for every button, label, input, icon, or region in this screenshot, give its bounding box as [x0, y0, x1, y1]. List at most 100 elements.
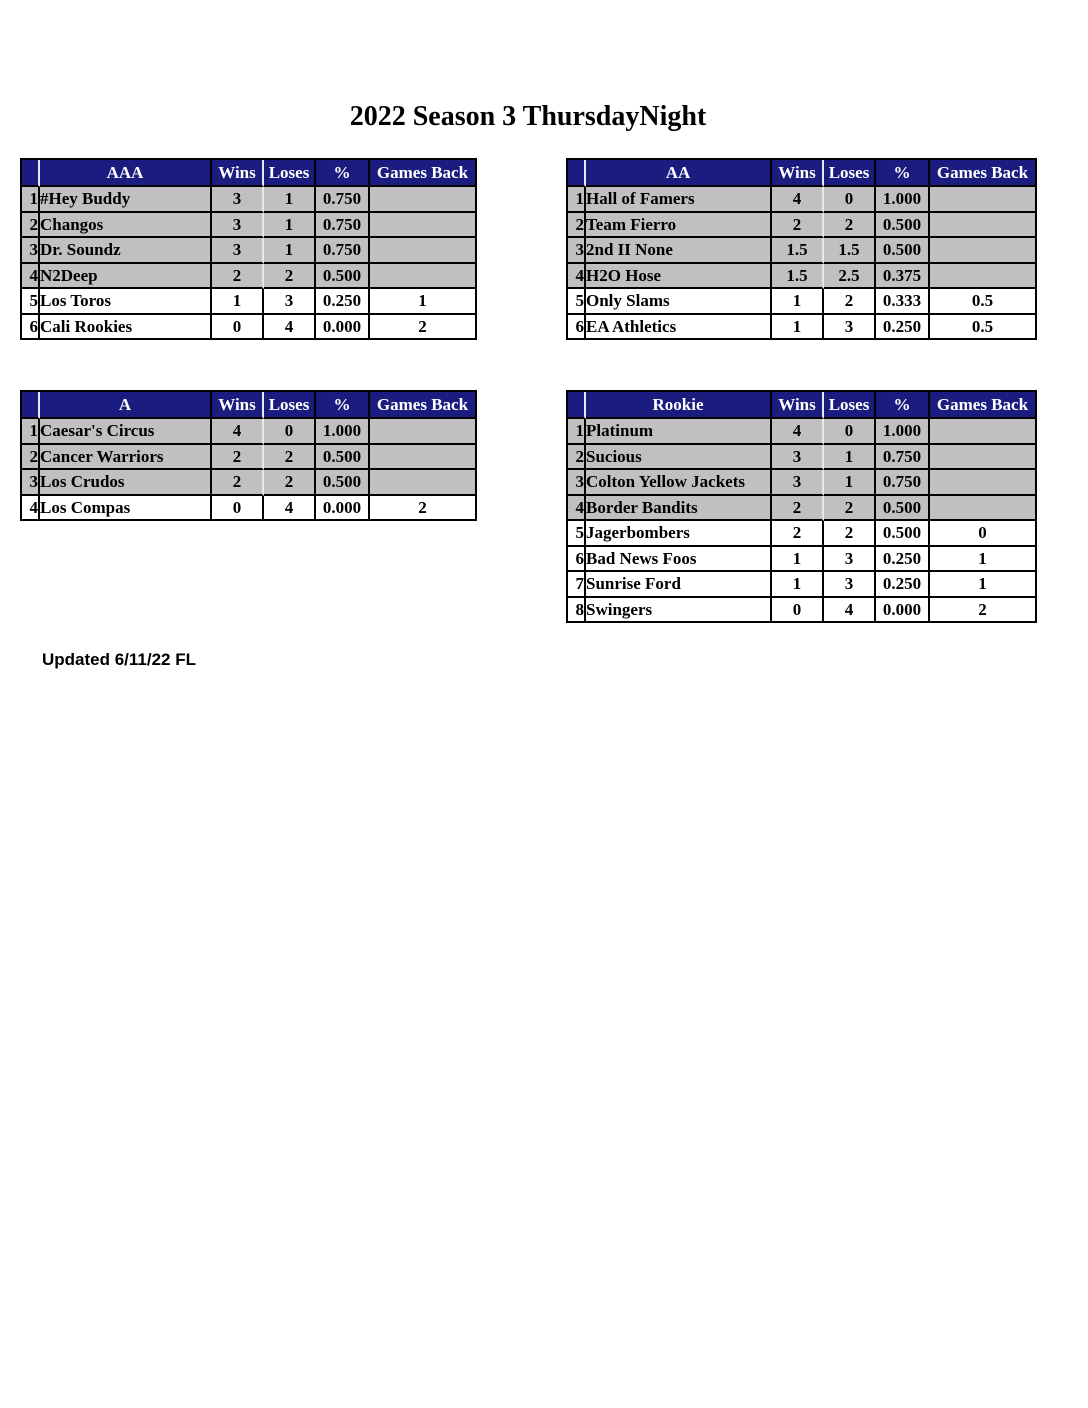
header-row: Rookie Wins Loses% Games Back [568, 392, 1037, 419]
loses-cell: 1 [264, 187, 316, 213]
rank-cell: 5 [568, 289, 586, 315]
rank-cell: 3 [568, 470, 586, 496]
team-row: 6 Bad News Foos 1 3 0.250 1 [568, 546, 1037, 572]
rank-cell: 1 [568, 419, 586, 445]
loses-cell: 3 [824, 572, 876, 598]
standings-section-aaa: AAA Wins Loses% Games Back 1 #Hey Buddy 3 1 0.75… [20, 158, 477, 340]
rank-header-cell [22, 392, 40, 419]
pct-cell: 0.500 [876, 495, 930, 521]
team-name-cell: Sunrise Ford [586, 572, 772, 598]
loses-cell: 2 [824, 521, 876, 547]
pct-cell: 0.500 [876, 521, 930, 547]
loses-cell: 2 [264, 263, 316, 289]
rank-cell: 6 [22, 314, 40, 340]
wins-header-cell: Wins [772, 160, 824, 187]
rank-cell: 4 [22, 495, 40, 521]
pct-cell: 0.500 [316, 263, 370, 289]
wins-cell: 2 [212, 470, 264, 496]
standings-section-rookie: Rookie Wins Loses% Games Back 1 Platinum 4 0 1.0… [566, 390, 1037, 623]
team-row: 1 Caesar's Circus 4 0 1.000 [22, 419, 477, 445]
rank-cell: 1 [22, 187, 40, 213]
team-row: 3 Los Crudos 2 2 0.500 [22, 470, 477, 496]
pct-cell: 0.000 [316, 314, 370, 340]
wins-cell: 0 [772, 597, 824, 623]
pct-cell: 0.250 [316, 289, 370, 315]
pct-cell: 0.250 [876, 314, 930, 340]
wins-cell: 2 [212, 263, 264, 289]
games-back-header-cell: Games Back [930, 160, 1037, 187]
team-name-cell: Platinum [586, 419, 772, 445]
loses-cell: 2 [824, 212, 876, 238]
pct-cell: 0.750 [876, 470, 930, 496]
games-back-cell [930, 212, 1037, 238]
header-row: AAA Wins Loses% Games Back [22, 160, 477, 187]
rank-header-cell [568, 160, 586, 187]
team-name-cell: Cancer Warriors [40, 444, 212, 470]
team-name-cell: Changos [40, 212, 212, 238]
pct-cell: 0.000 [876, 597, 930, 623]
wins-cell: 2 [772, 495, 824, 521]
pct-cell: 0.250 [876, 572, 930, 598]
games-back-cell: 0 [930, 521, 1037, 547]
team-row: 2 Sucious 3 1 0.750 [568, 444, 1037, 470]
team-name-cell: N2Deep [40, 263, 212, 289]
rank-cell: 4 [568, 495, 586, 521]
games-back-cell [370, 187, 477, 213]
team-name-cell: Bad News Foos [586, 546, 772, 572]
team-row: 4 Los Compas 0 4 0.000 2 [22, 495, 477, 521]
team-name-cell: Swingers [586, 597, 772, 623]
rank-cell: 2 [22, 212, 40, 238]
team-name-cell: Los Compas [40, 495, 212, 521]
games-back-cell [930, 238, 1037, 264]
pct-cell: 1.000 [316, 419, 370, 445]
games-back-header-cell: Games Back [930, 392, 1037, 419]
loses-cell: 4 [264, 314, 316, 340]
games-back-cell [930, 495, 1037, 521]
rank-cell: 8 [568, 597, 586, 623]
team-row: 4 N2Deep 2 2 0.500 [22, 263, 477, 289]
team-row: 1 Platinum 4 0 1.000 [568, 419, 1037, 445]
team-name-cell: Los Crudos [40, 470, 212, 496]
team-row: 3 Dr. Soundz 3 1 0.750 [22, 238, 477, 264]
loses-cell: 3 [824, 314, 876, 340]
rank-cell: 4 [568, 263, 586, 289]
team-name-cell: Dr. Soundz [40, 238, 212, 264]
loses-header-cell: Loses [264, 160, 316, 187]
loses-cell: 3 [264, 289, 316, 315]
team-name-cell: 2nd II None [586, 238, 772, 264]
games-back-header-cell: Games Back [370, 392, 477, 419]
rank-header-cell [22, 160, 40, 187]
team-row: 2 Cancer Warriors 2 2 0.500 [22, 444, 477, 470]
team-row: 5 Jagerbombers 2 2 0.500 0 [568, 521, 1037, 547]
wins-cell: 3 [772, 470, 824, 496]
rank-cell: 3 [568, 238, 586, 264]
wins-cell: 0 [212, 314, 264, 340]
wins-cell: 1 [772, 289, 824, 315]
pct-cell: 1.000 [876, 187, 930, 213]
wins-cell: 1 [772, 314, 824, 340]
games-back-cell [370, 238, 477, 264]
games-back-cell: 2 [370, 495, 477, 521]
team-name-cell: Caesar's Circus [40, 419, 212, 445]
standings-table-aa: AA Wins Loses% Games Back 1 Hall of Famers 4 0 1… [566, 158, 1037, 340]
wins-cell: 4 [772, 419, 824, 445]
wins-header-cell: Wins [212, 392, 264, 419]
team-name-cell: Los Toros [40, 289, 212, 315]
team-row: 6 Cali Rookies 0 4 0.000 2 [22, 314, 477, 340]
pct-cell: 0.750 [316, 187, 370, 213]
division-header-cell: Rookie [586, 392, 772, 419]
wins-cell: 2 [772, 521, 824, 547]
loses-cell: 2 [824, 289, 876, 315]
pct-header-cell: % [316, 392, 370, 419]
pct-cell: 0.500 [876, 238, 930, 264]
rank-cell: 3 [22, 238, 40, 264]
loses-cell: 2.5 [824, 263, 876, 289]
team-row: 1 Hall of Famers 4 0 1.000 [568, 187, 1037, 213]
games-back-cell [370, 444, 477, 470]
pct-cell: 0.750 [316, 238, 370, 264]
pct-cell: 0.750 [876, 444, 930, 470]
loses-header-cell: Loses [824, 392, 876, 419]
team-name-cell: Sucious [586, 444, 772, 470]
wins-cell: 3 [212, 238, 264, 264]
loses-cell: 1 [264, 238, 316, 264]
